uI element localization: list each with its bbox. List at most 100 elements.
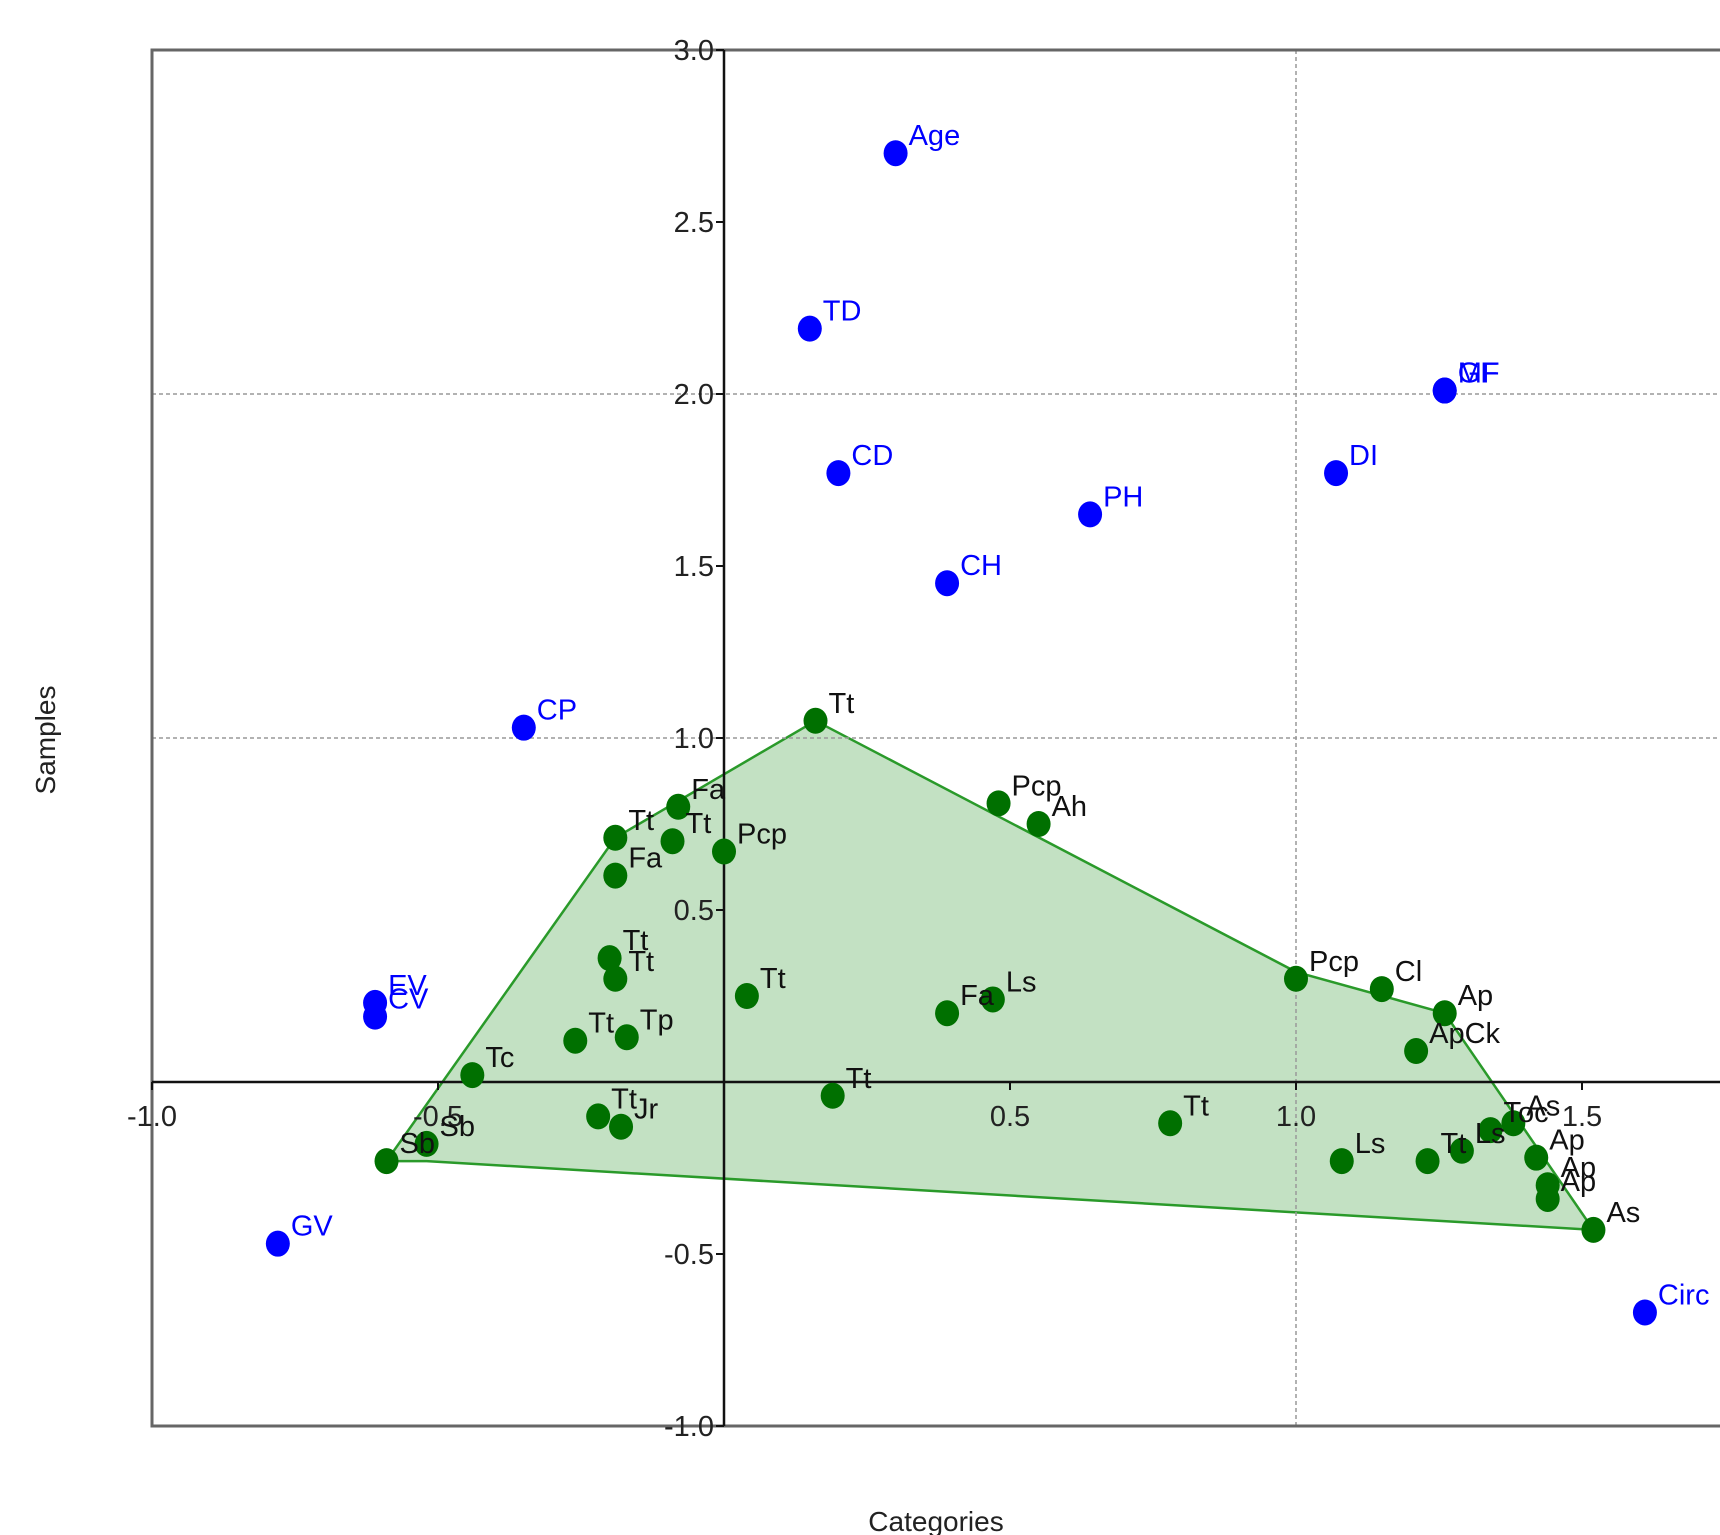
- species-point: [1524, 1144, 1549, 1171]
- species-point: [1432, 1000, 1457, 1027]
- y-tick-label: 2.5: [674, 207, 714, 239]
- species-point: [1158, 1110, 1183, 1137]
- species-point: [986, 790, 1011, 817]
- y-tick-label: -1.0: [664, 1411, 714, 1443]
- y-tick-label: 2.0: [674, 379, 714, 411]
- y-tick-label: -0.5: [664, 1239, 714, 1271]
- species-point-label: Tp: [640, 1004, 674, 1036]
- species-point: [603, 862, 628, 889]
- species-point: [1535, 1185, 1560, 1212]
- species-point-label: As: [1606, 1197, 1640, 1229]
- x-tick-label: 1.5: [1562, 1101, 1602, 1133]
- plot-frame: [150, 48, 1720, 1428]
- species-point-label: Tt: [1441, 1128, 1467, 1160]
- species-point-label: Tt: [760, 963, 786, 995]
- species-point-label: Tt: [846, 1063, 872, 1095]
- species-point: [414, 1130, 439, 1157]
- variable-point: [265, 1230, 290, 1257]
- species-point: [1404, 1038, 1429, 1065]
- y-tick-label: 1.0: [674, 723, 714, 755]
- species-point-label: Jr: [634, 1094, 659, 1126]
- species-point: [374, 1148, 399, 1175]
- x-tick-label: -0.5: [413, 1101, 463, 1133]
- variable-point-label: CH: [960, 550, 1002, 582]
- species-point-label: Ap: [1561, 1166, 1596, 1198]
- variable-point: [883, 140, 908, 167]
- species-point-label: Ls: [1355, 1128, 1386, 1160]
- species-point-label: Pcp: [1012, 770, 1062, 802]
- variable-point: [1432, 377, 1457, 404]
- species-point: [935, 1000, 960, 1027]
- y-tick-label: 3.0: [674, 35, 714, 67]
- species-point-label: Ap: [1458, 980, 1493, 1012]
- species-point: [586, 1103, 611, 1130]
- species-point: [666, 793, 691, 820]
- species-point: [603, 824, 628, 851]
- species-point-label: Fa: [628, 843, 663, 875]
- species-point: [980, 986, 1005, 1013]
- variable-point: [363, 1003, 388, 1030]
- variable-point-label: GF: [1458, 358, 1498, 390]
- species-point-label: Fa: [960, 980, 995, 1012]
- species-point-label: Tt: [611, 1083, 637, 1115]
- variable-point-label: Circ: [1658, 1279, 1710, 1311]
- species-point: [1501, 1110, 1526, 1137]
- variable-point-label: DI: [1349, 440, 1378, 472]
- variable-point-label: MF: [1458, 358, 1500, 390]
- species-point: [614, 1024, 639, 1051]
- species-point-label: Toc: [1503, 1097, 1548, 1129]
- variable-point: [935, 570, 960, 597]
- variable-point: [1324, 460, 1349, 487]
- species-point: [609, 1113, 634, 1140]
- species-convex-hull: [384, 719, 1596, 1232]
- species-point-label: Tt: [628, 946, 654, 978]
- species-point: [1369, 976, 1394, 1003]
- species-point-label: Tt: [1183, 1090, 1209, 1122]
- species-point: [563, 1027, 588, 1054]
- y-tick-label: 1.5: [674, 551, 714, 583]
- hull-polygon: [384, 719, 1596, 1232]
- y-tick-label: 0.5: [674, 895, 714, 927]
- species-point: [820, 1082, 845, 1109]
- species-point: [1581, 1216, 1606, 1243]
- species-point-label: ApCk: [1429, 1018, 1500, 1050]
- variable-point-label: CV: [388, 984, 429, 1016]
- axes: -1.0-0.50.51.01.52.-1.0-0.50.51.01.52.02…: [127, 35, 1720, 1443]
- data-points: [265, 140, 1657, 1326]
- variable-point-label: CD: [851, 440, 893, 472]
- species-point: [1284, 965, 1308, 992]
- y-axis-title: Samples: [30, 686, 61, 795]
- species-point: [803, 707, 828, 734]
- species-point: [1026, 811, 1051, 837]
- x-tick-label: 0.5: [990, 1101, 1030, 1133]
- variable-point-label: TD: [823, 296, 862, 328]
- species-point-label: Tc: [485, 1042, 514, 1074]
- species-point: [660, 828, 685, 855]
- species-point-label: As: [1526, 1090, 1560, 1122]
- x-axis-title: Categories: [868, 1506, 1003, 1535]
- species-point-label: Tt: [623, 925, 649, 957]
- grid-lines: [152, 50, 1720, 1426]
- species-point-label: Tt: [686, 808, 712, 840]
- species-point: [597, 945, 622, 972]
- species-point-label: Fa: [691, 774, 726, 806]
- species-point-label: Ls: [1475, 1118, 1506, 1150]
- variable-point-label: EV: [388, 970, 427, 1002]
- species-point-label: Tt: [628, 805, 654, 837]
- variable-point-label: GV: [291, 1211, 334, 1243]
- species-point: [1449, 1137, 1474, 1164]
- species-point-label: Tt: [829, 688, 855, 720]
- species-point-label: Ap: [1549, 1125, 1584, 1157]
- variable-point: [1078, 501, 1103, 528]
- species-point-label: Sb: [440, 1111, 475, 1143]
- species-point-label: Ap: [1561, 1152, 1596, 1184]
- species-point-label: Pcp: [1309, 946, 1359, 978]
- species-point: [603, 965, 628, 992]
- species-point: [1415, 1148, 1440, 1175]
- x-tick-label: 1.0: [1276, 1101, 1316, 1133]
- species-point-label: Ls: [1006, 966, 1037, 998]
- species-point-label: Cl: [1395, 956, 1422, 988]
- variable-point-label: PH: [1103, 481, 1143, 513]
